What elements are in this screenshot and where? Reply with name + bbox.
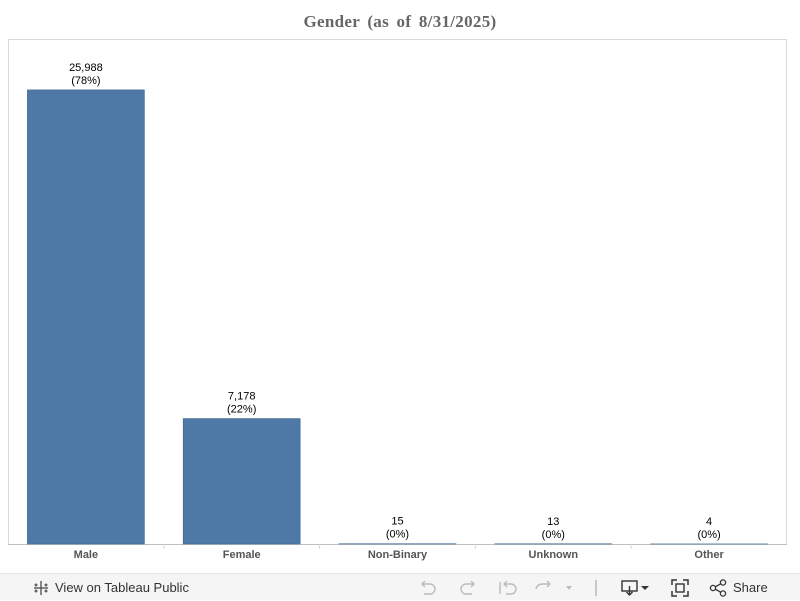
download-button[interactable] xyxy=(621,574,653,601)
share-button[interactable]: Share xyxy=(709,574,768,601)
bar-female xyxy=(183,419,300,544)
data-label-percent: (78%) xyxy=(71,75,100,87)
data-label-value: 15 xyxy=(391,516,403,528)
x-tick-label: Non-Binary xyxy=(368,549,428,561)
share-icon xyxy=(709,579,727,597)
revert-button[interactable] xyxy=(498,574,518,601)
data-label-value: 7,178 xyxy=(228,391,256,403)
x-tick-label: Other xyxy=(694,549,724,561)
data-label-value: 4 xyxy=(706,516,712,528)
x-tick-label: Unknown xyxy=(529,549,579,561)
bar-chart: 25,988(78%)Male7,178(22%)Female15(0%)Non… xyxy=(0,0,800,572)
data-label-percent: (22%) xyxy=(227,404,256,416)
data-label-percent: (0%) xyxy=(386,529,409,541)
data-label-percent: (0%) xyxy=(542,529,565,541)
tableau-logo-icon xyxy=(33,580,49,596)
undo-button[interactable] xyxy=(418,574,438,601)
fullscreen-icon xyxy=(671,579,689,597)
toolbar-divider xyxy=(595,574,597,601)
download-icon xyxy=(621,579,653,597)
undo-icon xyxy=(418,580,438,596)
refresh-icon xyxy=(534,580,572,596)
x-tick-label: Male xyxy=(74,549,98,561)
view-on-tableau-label: View on Tableau Public xyxy=(55,580,189,595)
tableau-toolbar: View on Tableau Public xyxy=(0,573,800,600)
redo-button[interactable] xyxy=(458,574,478,601)
data-label-value: 25,988 xyxy=(69,62,103,74)
refresh-button[interactable] xyxy=(534,574,572,601)
revert-icon xyxy=(498,580,518,596)
bar-male xyxy=(27,90,144,544)
fullscreen-button[interactable] xyxy=(671,574,689,601)
data-label-value: 13 xyxy=(547,516,559,528)
redo-icon xyxy=(458,580,478,596)
view-on-tableau-link[interactable]: View on Tableau Public xyxy=(33,574,189,601)
data-label-percent: (0%) xyxy=(697,529,720,541)
x-tick-label: Female xyxy=(223,549,261,561)
share-label: Share xyxy=(733,580,768,595)
